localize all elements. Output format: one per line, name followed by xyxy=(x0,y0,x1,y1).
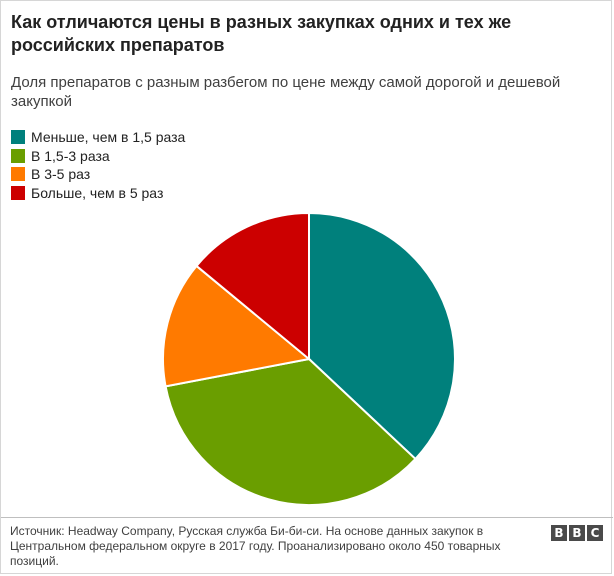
bbc-logo: B B C xyxy=(549,525,603,541)
legend-item: В 1,5-3 раза xyxy=(11,147,185,166)
legend-swatch xyxy=(11,130,25,145)
chart-subtitle: Доля препаратов с разным разбегом по цен… xyxy=(11,74,561,110)
chart-title: Как отличаются цены в разных закупках од… xyxy=(11,12,512,55)
chart-legend: Меньше, чем в 1,5 раза В 1,5-3 раза В 3-… xyxy=(11,128,185,202)
bbc-logo-letter: B xyxy=(569,525,585,541)
source-note: Источник: Headway Company, Русская служб… xyxy=(10,524,501,568)
pie-chart xyxy=(162,211,456,506)
bbc-logo-letter: B xyxy=(551,525,567,541)
chart-footer: Источник: Headway Company, Русская служб… xyxy=(1,517,613,575)
legend-label: В 1,5-3 раза xyxy=(31,147,110,164)
legend-item: В 3-5 раз xyxy=(11,165,185,184)
legend-label: В 3-5 раз xyxy=(31,166,91,183)
legend-swatch xyxy=(11,148,25,163)
pie-slice-1 xyxy=(308,211,456,461)
legend-label: Больше, чем в 5 раз xyxy=(31,184,164,201)
pie-slice-4 xyxy=(195,211,310,362)
pie-slice-3 xyxy=(162,264,312,388)
legend-item: Больше, чем в 5 раз xyxy=(11,184,185,203)
legend-swatch xyxy=(11,167,25,182)
bbc-logo-letter: C xyxy=(587,525,603,541)
legend-label: Меньше, чем в 1,5 раза xyxy=(31,129,186,146)
pie-slice-2 xyxy=(164,357,417,506)
legend-swatch xyxy=(11,185,25,200)
legend-item: Меньше, чем в 1,5 раза xyxy=(11,128,185,147)
